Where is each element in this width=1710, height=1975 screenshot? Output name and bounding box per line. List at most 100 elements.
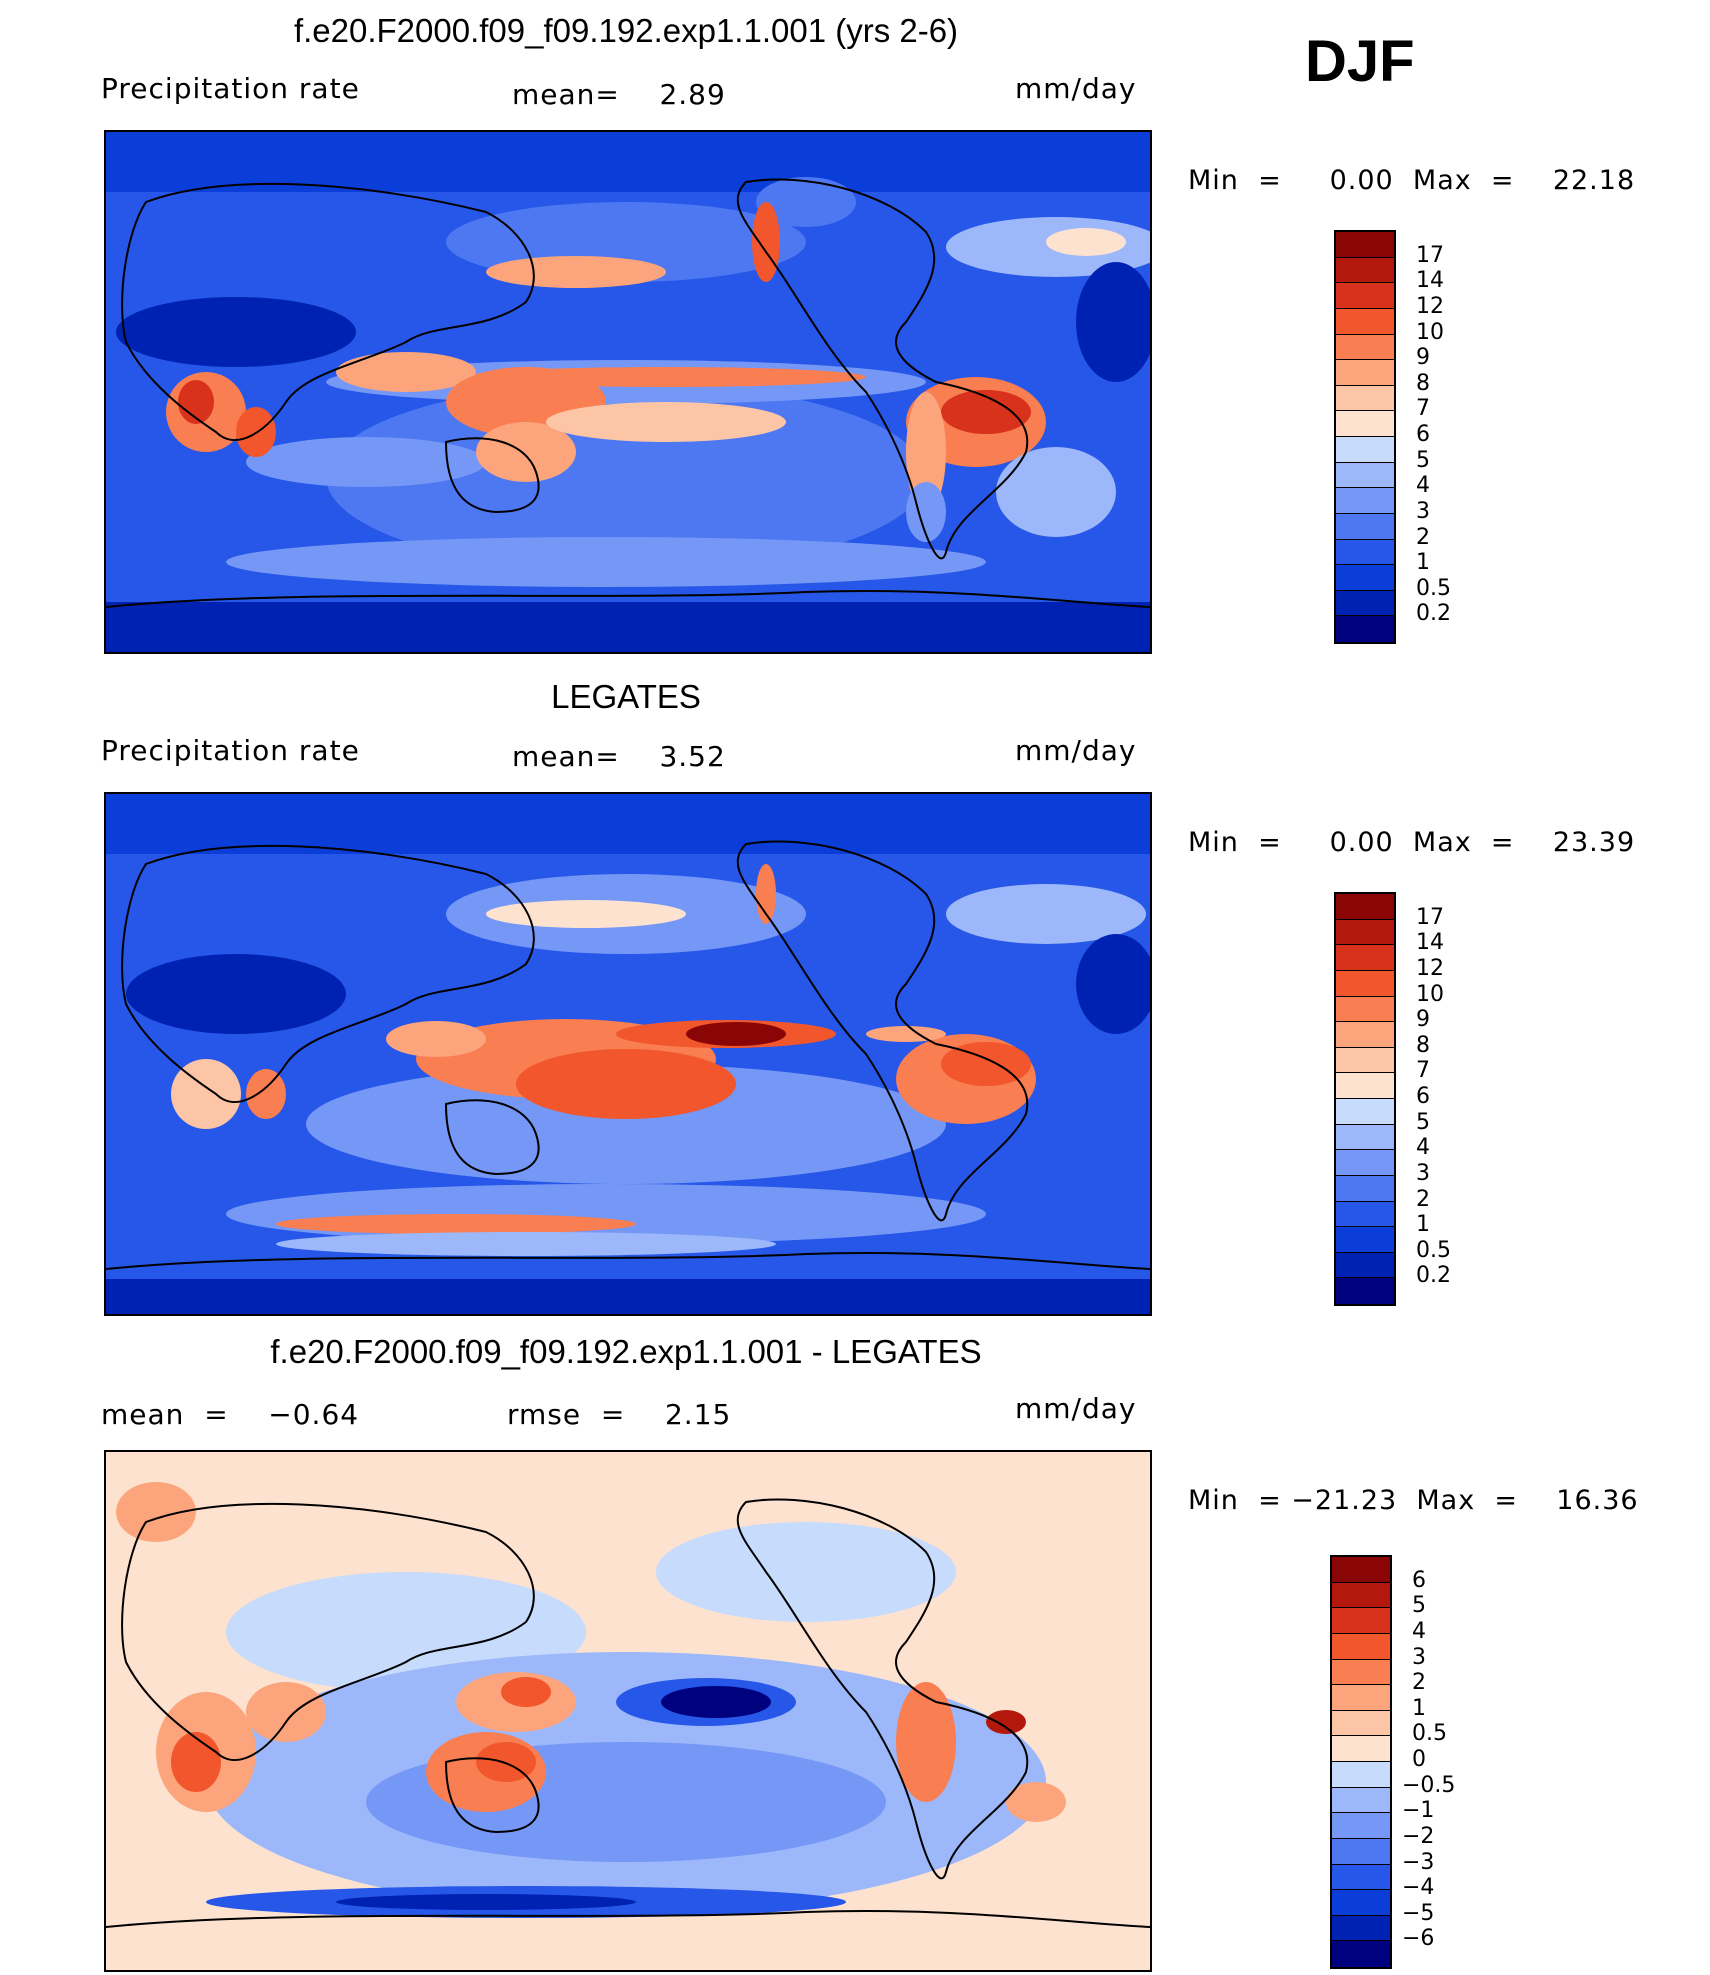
- colorbar-tick-label: 2: [1416, 1186, 1430, 1212]
- colorbar-box: [1336, 590, 1394, 617]
- colorbar-tick-label: −6: [1402, 1926, 1435, 1952]
- colorbar-tick-label: 2: [1416, 524, 1430, 550]
- panel-3-mean-label: mean = −0.64: [101, 1398, 360, 1431]
- colorbar-tick-label: −1: [1402, 1798, 1435, 1824]
- colorbar-box: [1336, 1124, 1394, 1151]
- colorbar-tick-label: 12: [1416, 955, 1444, 981]
- colorbar-box: [1332, 1633, 1390, 1660]
- colorbar-tick-label: 1: [1416, 1212, 1430, 1238]
- colorbar-tick-label: 4: [1416, 1135, 1430, 1161]
- panel-1-title: f.e20.F2000.f09_f09.192.exp1.1.001 (yrs …: [293, 12, 959, 49]
- colorbar-box: [1332, 1582, 1390, 1609]
- panel-1-variable-label: Precipitation rate: [101, 72, 360, 105]
- colorbar-tick-label: 3: [1416, 498, 1430, 524]
- panel-1-units-label: mm/day: [1015, 72, 1137, 105]
- colorbar-tick-label: 0.2: [1416, 1263, 1451, 1289]
- colorbar-tick-label: 2: [1412, 1670, 1426, 1696]
- panel-1-mean-label: mean= 2.89: [512, 78, 726, 111]
- colorbar-tick-label: 0: [1412, 1747, 1426, 1772]
- colorbar-box: [1332, 1890, 1390, 1916]
- colorbar-box: [1332, 1710, 1390, 1737]
- colorbar-box: [1332, 1915, 1390, 1942]
- colorbar-box: [1332, 1557, 1390, 1583]
- colorbar-box: [1336, 539, 1394, 566]
- panel-3-map: [104, 1450, 1152, 1972]
- panel-1-colorbar: [1334, 230, 1396, 644]
- colorbar-tick-label: 10: [1416, 981, 1444, 1007]
- colorbar-box: [1336, 1201, 1394, 1228]
- colorbar-tick-label: 6: [1412, 1567, 1426, 1593]
- panel-1-minmax: Min = 0.00 Max = 22.18: [1188, 165, 1636, 196]
- colorbar-box: [1336, 1073, 1394, 1099]
- colorbar-box: [1336, 411, 1394, 437]
- panel-2-mean-label: mean= 3.52: [512, 740, 726, 773]
- colorbar-tick-label: 7: [1416, 1058, 1430, 1084]
- colorbar-box: [1336, 360, 1394, 386]
- colorbar-tick-label: 17: [1416, 904, 1444, 930]
- colorbar-tick-label: 10: [1416, 319, 1444, 345]
- colorbar-tick-label: 9: [1416, 1007, 1430, 1033]
- colorbar-tick-label: 9: [1416, 345, 1430, 371]
- colorbar-tick-label: 3: [1416, 1160, 1430, 1186]
- colorbar-tick-label: 17: [1416, 242, 1444, 268]
- colorbar-box: [1332, 1659, 1390, 1686]
- colorbar-tick-label: −3: [1402, 1849, 1435, 1875]
- colorbar-box: [1332, 1941, 1390, 1967]
- panel-3-minmax: Min = −21.23 Max = 16.36: [1188, 1485, 1639, 1516]
- colorbar-tick-label: 4: [1412, 1618, 1426, 1644]
- colorbar-tick-label: 14: [1416, 930, 1444, 956]
- colorbar-tick-label: 14: [1416, 268, 1444, 294]
- colorbar-box: [1336, 488, 1394, 514]
- colorbar-tick-label: 1: [1416, 550, 1430, 576]
- colorbar-box: [1336, 1099, 1394, 1125]
- colorbar-box: [1336, 1278, 1394, 1304]
- colorbar-box: [1336, 257, 1394, 284]
- colorbar-box: [1336, 996, 1394, 1023]
- colorbar-box: [1336, 919, 1394, 946]
- colorbar-tick-label: 6: [1416, 1084, 1430, 1109]
- panel-3-colorbar: [1330, 1555, 1392, 1969]
- panel-2-variable-label: Precipitation rate: [101, 734, 360, 767]
- colorbar-tick-label: 8: [1416, 370, 1430, 396]
- colorbar-box: [1332, 1787, 1390, 1814]
- colorbar-tick-label: 0.5: [1416, 575, 1451, 601]
- colorbar-tick-label: 0.5: [1416, 1237, 1451, 1263]
- colorbar-tick-label: 12: [1416, 293, 1444, 319]
- panel-2-map: [104, 792, 1152, 1316]
- panel-3-title: f.e20.F2000.f09_f09.192.exp1.1.001 - LEG…: [270, 1333, 982, 1370]
- colorbar-box: [1336, 1022, 1394, 1048]
- colorbar-box: [1336, 1252, 1394, 1279]
- colorbar-box: [1336, 616, 1394, 642]
- colorbar-box: [1336, 308, 1394, 335]
- panel-3-colorbar-labels: 6 5 4 3 2 1 0.5 0 −0.5 −1 −2 −3 −4 −5 −6: [1402, 1555, 1488, 1975]
- colorbar-tick-label: 5: [1416, 1109, 1430, 1135]
- panel-2-minmax: Min = 0.00 Max = 23.39: [1188, 827, 1636, 858]
- colorbar-box: [1332, 1736, 1390, 1762]
- colorbar-tick-label: −0.5: [1402, 1772, 1456, 1798]
- colorbar-box: [1332, 1813, 1390, 1839]
- colorbar-tick-label: 1: [1412, 1695, 1426, 1721]
- colorbar-box: [1332, 1838, 1390, 1865]
- colorbar-box: [1336, 385, 1394, 412]
- colorbar-box: [1336, 1150, 1394, 1176]
- colorbar-tick-label: 0.5: [1412, 1721, 1447, 1747]
- colorbar-tick-label: −2: [1402, 1823, 1435, 1849]
- panel-2-map-field: [106, 794, 1150, 1314]
- colorbar-tick-label: 5: [1416, 447, 1430, 473]
- colorbar-box: [1336, 1227, 1394, 1253]
- colorbar-tick-label: 5: [1412, 1593, 1426, 1619]
- colorbar-tick-label: 4: [1416, 473, 1430, 499]
- colorbar-box: [1336, 334, 1394, 361]
- colorbar-box: [1332, 1685, 1390, 1711]
- colorbar-box: [1336, 437, 1394, 463]
- colorbar-tick-label: 0.2: [1416, 601, 1451, 627]
- colorbar-box: [1336, 970, 1394, 997]
- colorbar-box: [1332, 1762, 1390, 1788]
- colorbar-box: [1336, 232, 1394, 258]
- colorbar-box: [1336, 513, 1394, 540]
- colorbar-box: [1332, 1608, 1390, 1634]
- panel-1-map-field: [106, 132, 1150, 652]
- panel-1-map: [104, 130, 1152, 654]
- colorbar-box: [1336, 462, 1394, 489]
- colorbar-box: [1336, 1047, 1394, 1074]
